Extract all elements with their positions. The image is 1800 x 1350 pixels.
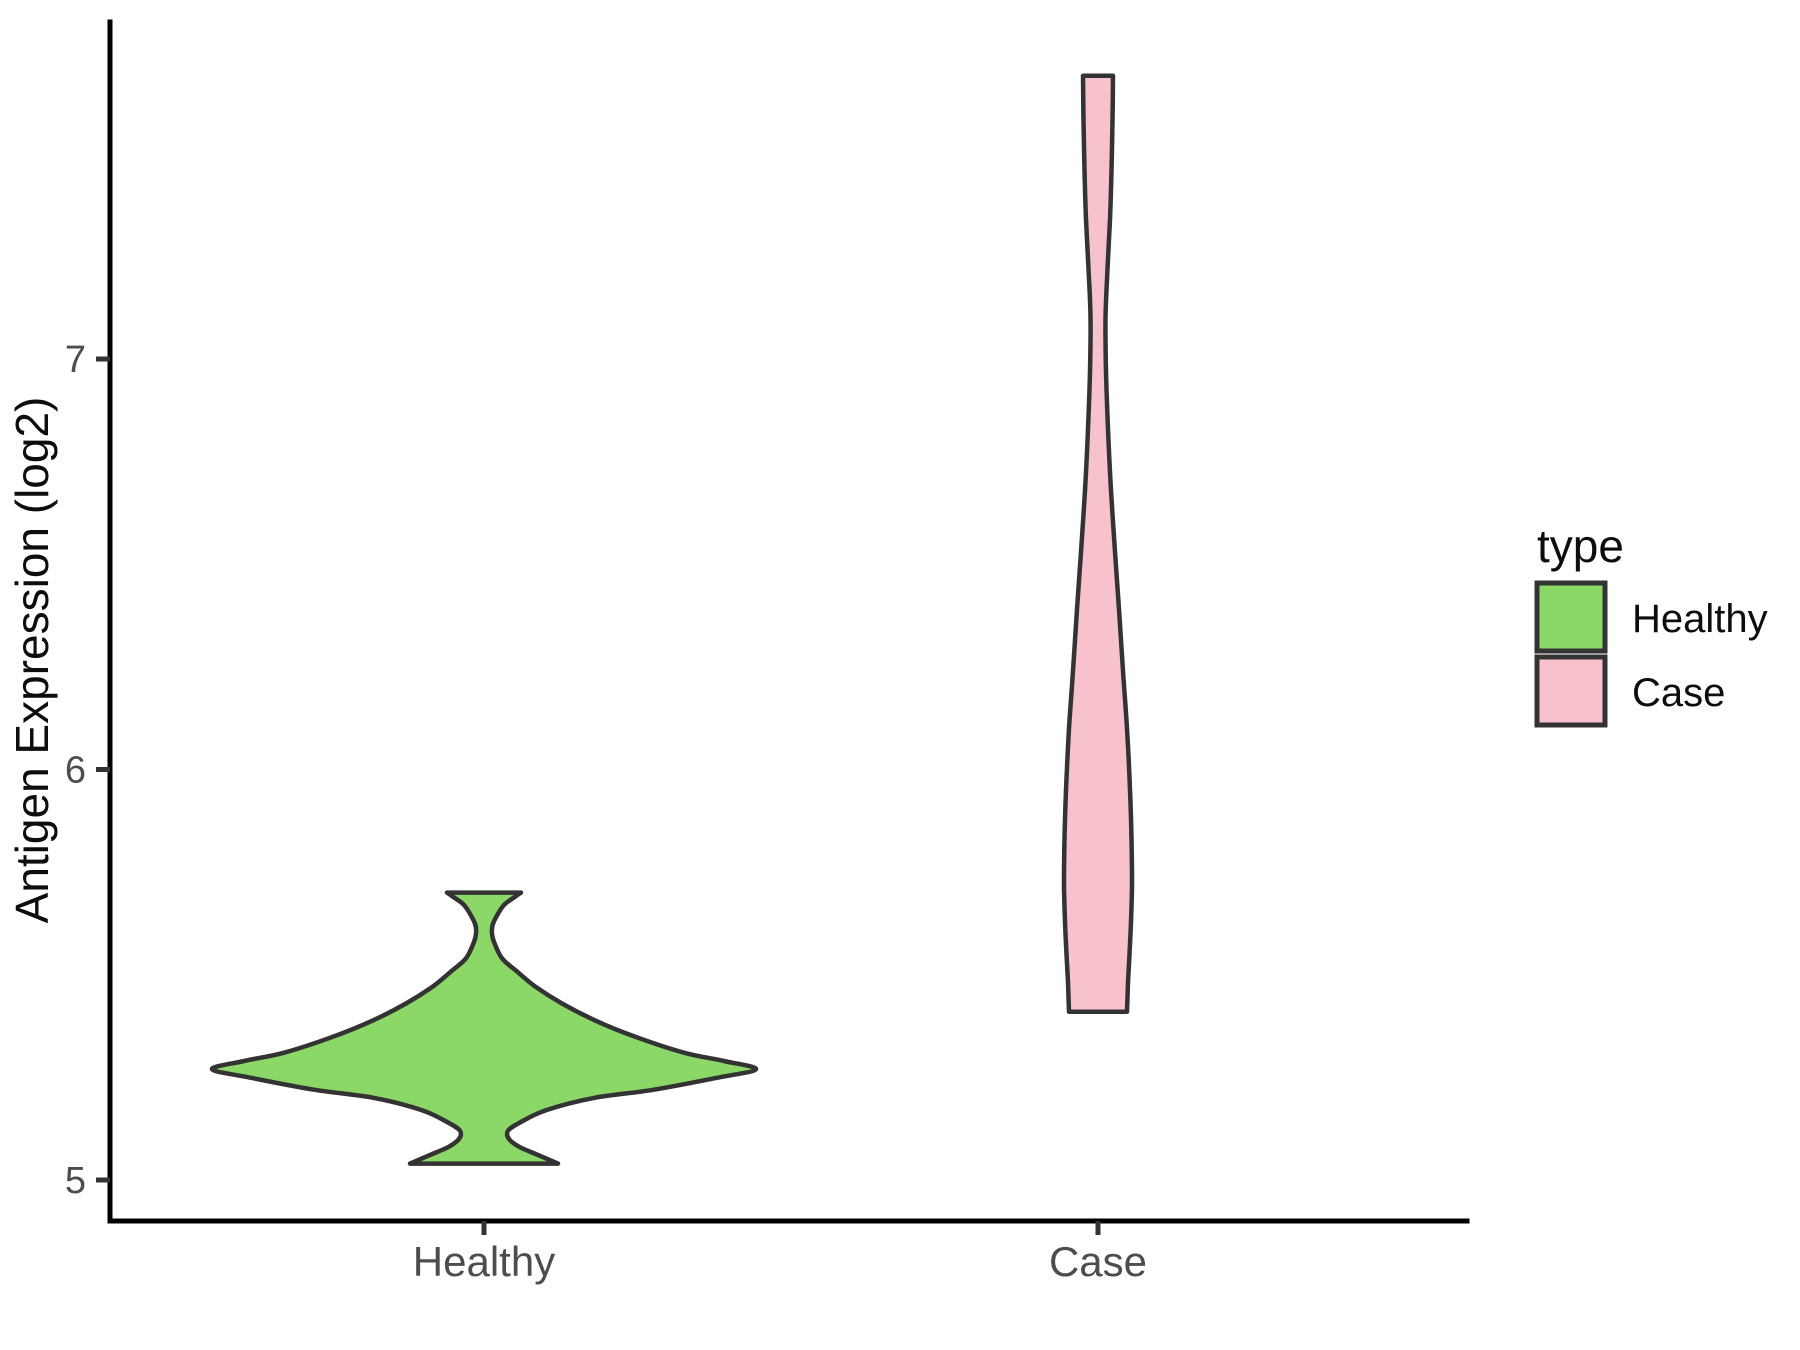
x-axis-ticks: Healthy Case: [413, 1221, 1147, 1285]
violin-healthy: [209, 890, 759, 1166]
violins-group: [209, 73, 1135, 1166]
x-tick-label-healthy: Healthy: [413, 1238, 555, 1285]
violin-case: [1061, 73, 1135, 1014]
y-tick-label-6: 6: [65, 750, 86, 792]
y-tick-label-7: 7: [65, 339, 86, 381]
legend-title: type: [1537, 520, 1624, 572]
y-axis-title: Antigen Expression (log2): [6, 397, 58, 924]
y-axis-ticks: 5 6 7: [65, 339, 110, 1202]
legend-key-case: [1534, 654, 1608, 728]
legend-key-healthy: [1534, 580, 1608, 654]
legend: type Healthy Case: [1534, 520, 1768, 728]
legend-label-case: Case: [1632, 671, 1725, 715]
legend-label-healthy: Healthy: [1632, 597, 1768, 641]
y-tick-label-5: 5: [65, 1160, 86, 1202]
x-tick-label-case: Case: [1049, 1238, 1147, 1285]
